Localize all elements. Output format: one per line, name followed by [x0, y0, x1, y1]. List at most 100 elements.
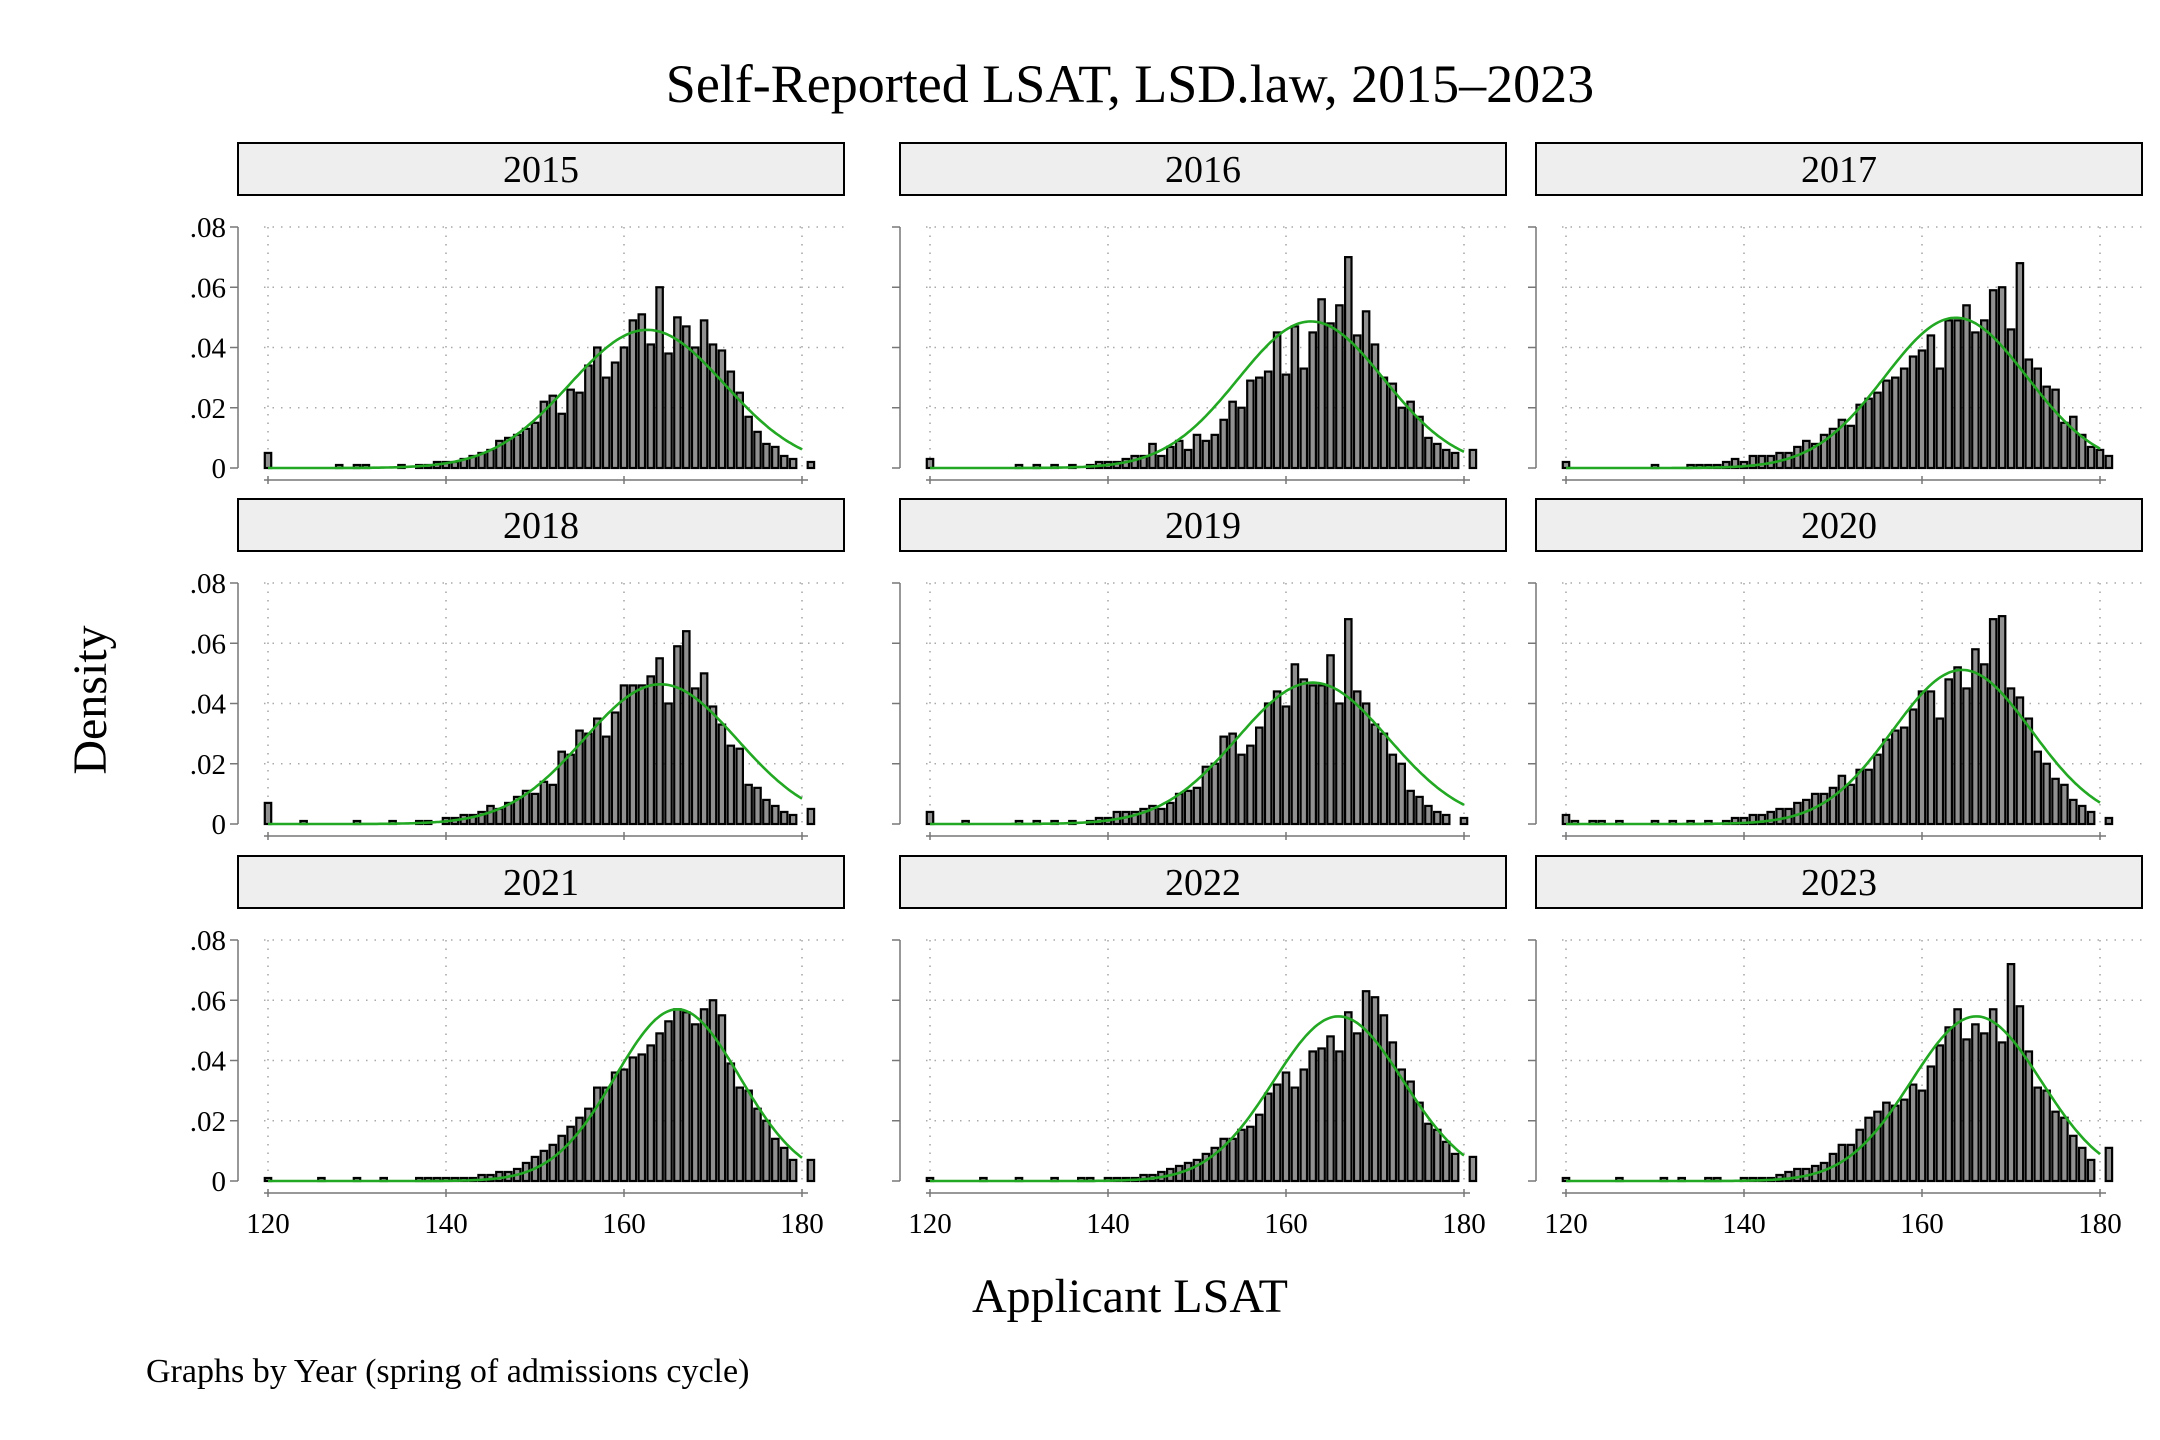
histogram-bar — [1846, 1143, 1856, 1183]
histogram-bar — [477, 810, 486, 826]
histogram-bar — [1219, 1137, 1229, 1183]
histogram-bar — [673, 316, 682, 470]
histogram-bar — [1988, 289, 1998, 470]
histogram-bar — [646, 675, 656, 826]
histogram-bar — [1944, 1026, 1954, 1183]
histogram-bar — [744, 415, 753, 470]
y-tick-label: 0 — [212, 453, 227, 485]
histogram-bar — [1962, 304, 1971, 470]
histogram-bar — [619, 1068, 629, 1183]
x-axis-title: Applicant LSAT — [972, 1270, 1288, 1323]
histogram-bar — [735, 391, 745, 470]
histogram-bar — [717, 723, 727, 826]
histogram-bar — [486, 448, 495, 470]
histogram-bar — [592, 346, 602, 470]
histogram-bar — [806, 807, 816, 826]
histogram-bar — [1379, 1014, 1389, 1183]
histogram-bar — [1432, 1128, 1442, 1183]
x-tick-label: 180 — [2078, 1208, 2122, 1240]
histogram-bar — [1837, 774, 1847, 826]
histogram-bar — [1855, 1128, 1865, 1183]
histogram-bar — [779, 810, 789, 826]
panel-strip — [1535, 142, 2143, 196]
histogram-bar — [1819, 792, 1829, 826]
histogram-bar — [779, 454, 789, 470]
panel-strip — [237, 142, 845, 196]
histogram-bar — [1308, 331, 1318, 470]
y-tick-label: .08 — [190, 212, 226, 244]
histogram-bar — [2086, 445, 2096, 470]
histogram-bar — [1766, 810, 1776, 826]
histogram-bar — [1855, 403, 1865, 470]
histogram-bar — [1210, 433, 1220, 470]
histogram-bar — [1139, 807, 1148, 826]
panel-strip-label: 2019 — [1165, 505, 1241, 547]
panel-2021: 2021 0 .02 .04 .06 .08 120 140 160 180 — [190, 855, 845, 1240]
panel-strip-label: 2018 — [503, 505, 579, 547]
histogram-bar — [610, 1071, 620, 1183]
x-tick-label: 160 — [602, 1208, 646, 1240]
histogram-bar — [619, 346, 629, 470]
histogram-bar — [1962, 1038, 1971, 1183]
histogram-bar — [762, 442, 771, 470]
histogram-bar — [521, 789, 531, 826]
histogram-bar — [753, 786, 762, 826]
histogram-bar — [690, 346, 700, 470]
histogram-bar — [2033, 1086, 2043, 1183]
x-tick-label: 120 — [908, 1208, 952, 1240]
panel-strip-label: 2022 — [1165, 862, 1241, 904]
histogram-bar — [1370, 723, 1380, 826]
histogram-bar — [2086, 1158, 2096, 1183]
histogram-bar — [1441, 448, 1451, 470]
histogram-bar — [2077, 433, 2087, 470]
histogram-bar — [575, 729, 584, 826]
histogram-bar — [1953, 1008, 1962, 1183]
x-tick-label: 180 — [780, 1208, 824, 1240]
histogram-bar — [708, 999, 718, 1183]
y-tick-label: 0 — [212, 1166, 227, 1198]
histogram-bar — [1263, 1092, 1273, 1183]
histogram-bar — [1926, 690, 1936, 826]
histogram-bar — [1917, 690, 1927, 826]
histogram-bar — [486, 804, 495, 826]
histogram-bar — [1139, 454, 1148, 470]
y-tick-label: .06 — [190, 985, 226, 1017]
histogram-bar — [1846, 424, 1856, 470]
y-tick-label: .08 — [190, 925, 226, 957]
x-tick-label: 160 — [1900, 1208, 1944, 1240]
histogram-bar — [263, 451, 273, 470]
histogram-bar — [1210, 1146, 1220, 1183]
histogram-bar — [2060, 421, 2069, 470]
histogram-bar — [1335, 1050, 1344, 1183]
histogram-bar — [770, 1137, 780, 1183]
panel-2022: 2022 120 140 160 180 — [892, 855, 1507, 1240]
histogram-bar — [1855, 768, 1865, 826]
histogram-bar — [1944, 678, 1954, 826]
normal-density-curve — [930, 320, 1465, 470]
histogram-bar — [1254, 726, 1264, 826]
histogram-bar — [503, 436, 513, 470]
histogram-bar — [708, 705, 718, 826]
histogram-bar — [1997, 615, 2007, 826]
histogram-bar — [1343, 618, 1353, 826]
histogram-bar — [1971, 1023, 1980, 1183]
histogram-bar — [744, 1089, 753, 1183]
histogram-bar — [1326, 1035, 1335, 1183]
y-tick-label: .08 — [190, 568, 226, 600]
histogram-bar — [2104, 816, 2114, 826]
histogram-bar — [601, 376, 611, 470]
panel-strip-label: 2016 — [1165, 149, 1241, 191]
histogram-bar — [762, 1119, 771, 1183]
histogram-bar — [512, 795, 522, 826]
y-tick-label: .06 — [190, 272, 226, 304]
histogram-bar — [592, 717, 602, 826]
histogram-bar — [1468, 448, 1478, 470]
histogram-bar — [806, 460, 816, 470]
histogram-bar — [512, 433, 522, 470]
panel-2017: 2017 — [1528, 142, 2143, 484]
histogram-bar — [1379, 732, 1389, 826]
histogram-bar — [592, 1086, 602, 1183]
x-tick-label: 120 — [1544, 1208, 1588, 1240]
histogram-bar — [1210, 762, 1220, 826]
histogram-bar — [628, 684, 638, 826]
